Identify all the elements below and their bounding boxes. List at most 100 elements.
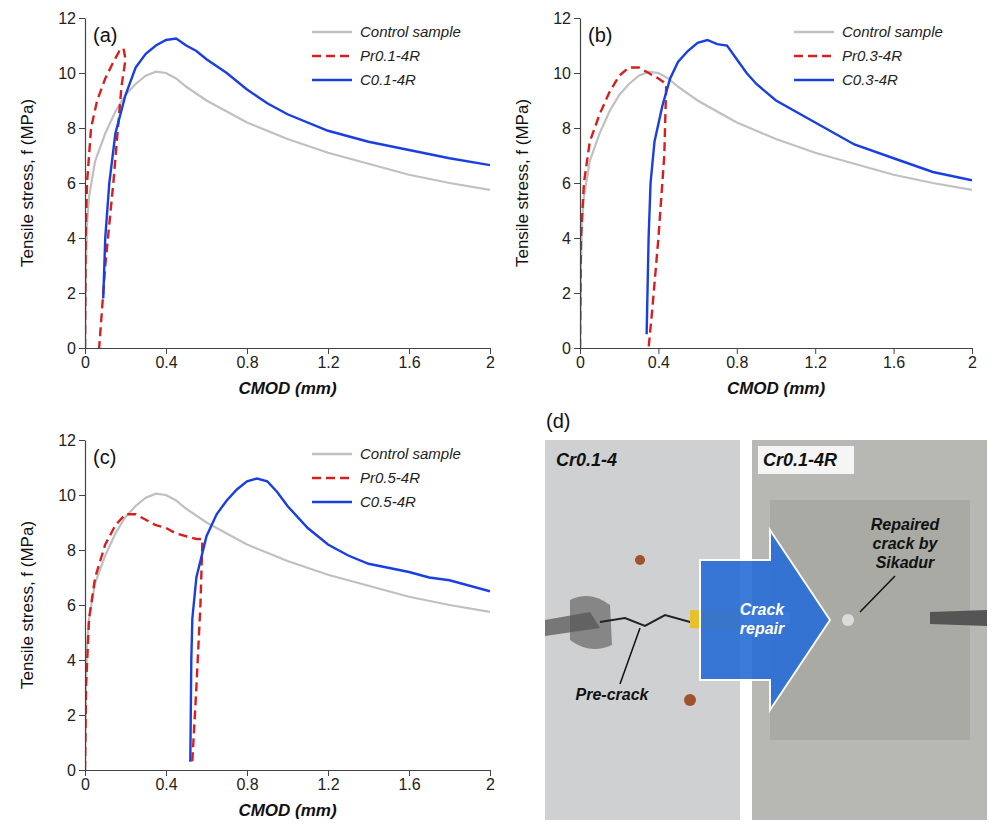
photo-detail	[570, 596, 612, 649]
tick: 0	[81, 770, 90, 793]
series-line	[103, 39, 490, 299]
tick: 8	[67, 542, 85, 559]
tick-label: 4	[562, 230, 571, 247]
legend-label: C0.5-4R	[360, 493, 416, 510]
tick-mark	[328, 348, 329, 354]
tick: 2	[968, 348, 977, 371]
tick-label: 8	[562, 120, 571, 137]
axis-line	[85, 441, 86, 771]
tick-label: 2	[486, 354, 495, 371]
tick: 1.6	[883, 348, 905, 371]
panel: 00.40.81.21.62024681012CMOD (mm)Tensile …	[513, 10, 977, 398]
tick-label: 0.4	[155, 776, 177, 793]
legend-label: Control sample	[842, 23, 943, 40]
photo-annotation: Pre-crack	[576, 686, 650, 703]
tick-mark	[79, 183, 85, 184]
tick-mark	[409, 348, 410, 354]
tick-mark	[79, 128, 85, 129]
tick-label: 0	[81, 776, 90, 793]
arrow	[700, 530, 830, 710]
tick-label: 6	[67, 597, 76, 614]
plot-area	[85, 39, 490, 348]
legend-swatch	[794, 79, 834, 81]
x-axis: 0 0.4 0.8 1.2 1.6 2	[81, 348, 495, 371]
tick-label: 0.4	[648, 354, 670, 371]
tick-mark	[79, 495, 85, 496]
panel-label: (b)	[588, 24, 612, 46]
tick-mark	[574, 238, 580, 239]
axis-line	[86, 770, 491, 771]
plot-area	[85, 479, 490, 771]
series-line	[85, 514, 202, 770]
tick: 8	[562, 120, 580, 137]
label-patch	[758, 446, 854, 474]
tick-mark	[85, 348, 86, 354]
tick-label: 1.2	[805, 354, 827, 371]
tick-label: 1.6	[883, 354, 905, 371]
series-line	[190, 479, 490, 762]
y-axis-title: Tensile stress, f (MPa)	[513, 99, 532, 267]
photo-title: Cr0.1-4	[556, 450, 617, 470]
panel-label: (d)	[546, 410, 570, 432]
photo-panel: (d)Cr0.1-4Pre-crackCr0.1-4RRepairedcrack…	[545, 410, 987, 820]
panel: 00.40.81.21.62024681012CMOD (mm)Tensile …	[18, 432, 495, 820]
tick-mark	[328, 770, 329, 776]
panel-label: (a)	[93, 24, 117, 46]
tick-label: 1.6	[398, 354, 420, 371]
figure: 0 0.4 0.8 1.2 1.6 2 0 2 4 6 8 10 12 CMOD (mm) Tensile …	[0, 0, 994, 826]
tick: 2	[486, 770, 495, 793]
legend-label: Pr0.5-4R	[360, 469, 420, 486]
legend-entry: Pr0.3-4R	[794, 47, 902, 64]
tick-mark	[79, 18, 85, 19]
tick: 0	[562, 340, 580, 357]
tick: 1.6	[398, 348, 420, 371]
tick-mark	[574, 348, 580, 349]
legend-entry: Pr0.5-4R	[312, 469, 420, 486]
tick-label: 10	[58, 65, 76, 82]
tick-mark	[574, 73, 580, 74]
series-line	[580, 72, 972, 348]
tick-mark	[79, 715, 85, 716]
tick: 1.2	[805, 348, 827, 371]
tick: 4	[67, 230, 85, 247]
tick-mark	[737, 348, 738, 354]
tick: 2	[67, 707, 85, 724]
tick-mark	[79, 293, 85, 294]
y-axis: 024681012	[553, 10, 580, 357]
legend-label: Control sample	[360, 445, 461, 462]
series-line	[85, 48, 126, 348]
legend-swatch	[312, 31, 352, 33]
legend-swatch	[312, 477, 352, 479]
legend-entry: Control sample	[312, 445, 461, 462]
leader-line	[860, 576, 895, 612]
tick-label: 0	[576, 354, 585, 371]
tick-mark	[166, 348, 167, 354]
legend-label: Control sample	[360, 23, 461, 40]
tick: 0	[81, 348, 90, 371]
photo-detail	[635, 555, 645, 565]
tick: 12	[553, 10, 580, 27]
series-line	[85, 494, 490, 770]
tick-label: 1.2	[317, 354, 339, 371]
tick-mark	[574, 18, 580, 19]
tick-mark	[580, 348, 581, 354]
legend-entry: C0.3-4R	[794, 71, 898, 88]
tick: 0.4	[155, 348, 177, 371]
tick-mark	[247, 348, 248, 354]
tick-label: 10	[58, 487, 76, 504]
tick-mark	[79, 770, 85, 771]
x-axis-title: CMOD (mm)	[238, 379, 337, 398]
tick: 2	[486, 348, 495, 371]
legend-label: C0.1-4R	[360, 71, 416, 88]
tick-label: 8	[67, 542, 76, 559]
series-line	[580, 68, 666, 349]
tick: 0.4	[648, 348, 670, 371]
tick-mark	[490, 348, 491, 354]
x-axis: 00.40.81.21.62	[576, 348, 977, 371]
legend-swatch	[312, 501, 352, 503]
tick: 0.8	[236, 348, 258, 371]
tick-mark	[79, 550, 85, 551]
tick: 0	[576, 348, 585, 371]
axis-line	[85, 19, 86, 349]
photo-annotation: Repairedcrack bySikadur	[871, 516, 941, 571]
